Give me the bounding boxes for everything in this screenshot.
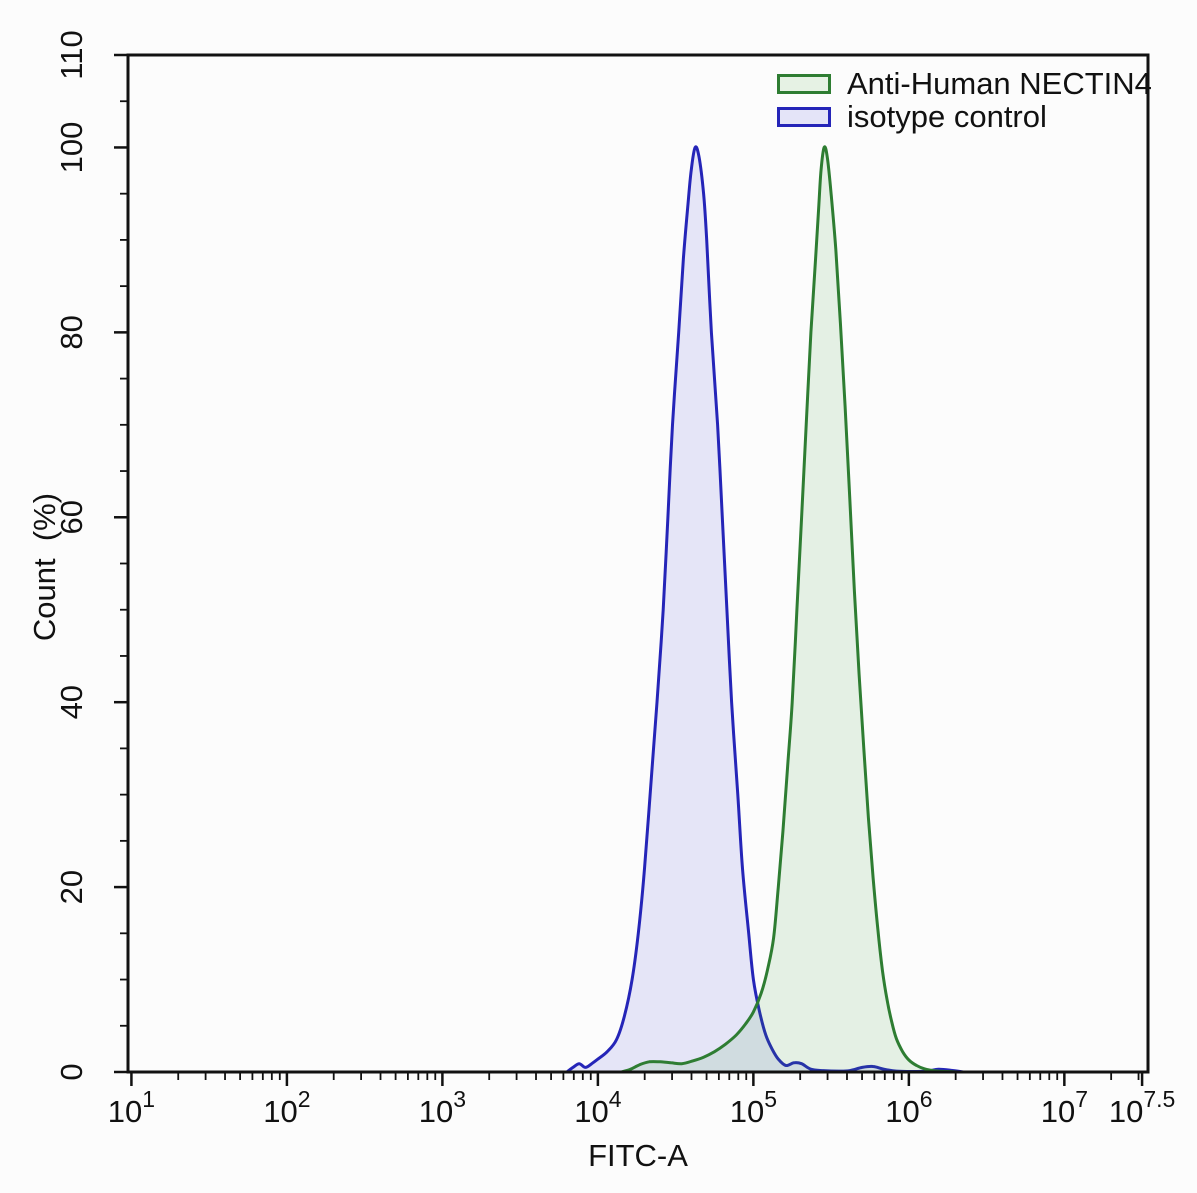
svg-text:0: 0 [54,1063,89,1080]
svg-text:107.5: 107.5 [1109,1086,1175,1129]
svg-text:107: 107 [1041,1086,1088,1129]
svg-text:40: 40 [54,685,89,719]
svg-text:103: 103 [419,1086,466,1129]
x-axis-title: FITC-A [588,1138,688,1173]
y-axis-title: Count (%) [27,492,62,642]
legend-swatch-blue-icon [777,106,831,127]
svg-text:100: 100 [54,122,89,174]
legend-label-anti-human-nectin4: Anti-Human NECTIN4 [847,66,1152,101]
svg-text:101: 101 [108,1086,155,1129]
svg-text:105: 105 [730,1086,777,1129]
svg-text:80: 80 [54,315,89,349]
legend-label-isotype-control: isotype control [847,99,1047,134]
legend-item-isotype-control: isotype control [777,100,1152,133]
svg-text:110: 110 [54,30,89,79]
svg-text:102: 102 [263,1086,310,1129]
legend-item-anti-human-nectin4: Anti-Human NECTIN4 [777,67,1152,100]
svg-text:104: 104 [574,1086,621,1129]
svg-text:106: 106 [885,1086,932,1129]
legend: Anti-Human NECTIN4 isotype control [777,67,1152,133]
legend-swatch-green-icon [777,73,831,94]
svg-text:20: 20 [54,870,89,904]
svg-text:60: 60 [54,500,89,534]
